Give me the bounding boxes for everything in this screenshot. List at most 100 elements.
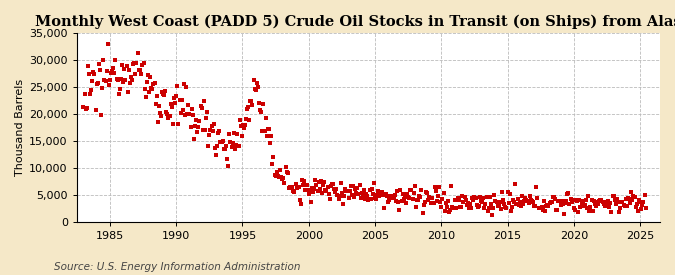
Point bbox=[402, 192, 412, 196]
Point bbox=[598, 202, 609, 207]
Point bbox=[627, 198, 638, 202]
Point bbox=[315, 187, 325, 191]
Point bbox=[528, 200, 539, 204]
Point bbox=[403, 194, 414, 199]
Point bbox=[162, 112, 173, 116]
Point bbox=[159, 92, 169, 97]
Point bbox=[204, 133, 215, 137]
Point bbox=[459, 195, 470, 199]
Point bbox=[337, 191, 348, 196]
Point bbox=[418, 202, 429, 207]
Point bbox=[259, 129, 270, 134]
Point bbox=[514, 200, 525, 204]
Point bbox=[400, 192, 410, 197]
Point bbox=[91, 81, 102, 86]
Point bbox=[358, 195, 369, 199]
Point bbox=[369, 180, 379, 185]
Point bbox=[160, 89, 171, 93]
Point bbox=[575, 205, 586, 210]
Point bbox=[405, 188, 416, 192]
Point bbox=[144, 90, 155, 94]
Point bbox=[167, 121, 178, 126]
Point bbox=[333, 197, 344, 202]
Point bbox=[349, 195, 360, 200]
Point bbox=[456, 205, 466, 210]
Point bbox=[604, 205, 615, 210]
Point bbox=[148, 82, 159, 86]
Point bbox=[149, 81, 160, 86]
Point bbox=[344, 189, 355, 194]
Point bbox=[500, 205, 511, 210]
Point bbox=[318, 183, 329, 188]
Point bbox=[481, 194, 492, 199]
Point bbox=[532, 196, 543, 200]
Point bbox=[285, 185, 296, 189]
Point bbox=[153, 120, 163, 124]
Point bbox=[376, 190, 387, 194]
Point bbox=[506, 208, 516, 213]
Point bbox=[341, 189, 352, 193]
Point bbox=[585, 205, 596, 210]
Point bbox=[549, 197, 560, 201]
Point bbox=[194, 119, 205, 123]
Point bbox=[400, 201, 411, 205]
Point bbox=[421, 190, 431, 194]
Point bbox=[501, 205, 512, 210]
Point bbox=[136, 72, 146, 76]
Point bbox=[161, 109, 171, 114]
Point bbox=[448, 205, 459, 210]
Point bbox=[601, 200, 612, 204]
Point bbox=[254, 107, 265, 112]
Point bbox=[497, 190, 508, 194]
Point bbox=[508, 198, 518, 202]
Point bbox=[634, 198, 645, 202]
Point bbox=[545, 200, 556, 204]
Point bbox=[361, 192, 372, 196]
Point bbox=[597, 200, 608, 205]
Point bbox=[593, 202, 603, 207]
Point bbox=[398, 192, 408, 197]
Point bbox=[622, 204, 632, 208]
Point bbox=[294, 184, 304, 189]
Point bbox=[137, 63, 148, 67]
Point bbox=[431, 189, 441, 194]
Point bbox=[286, 185, 296, 189]
Point bbox=[563, 191, 574, 195]
Point bbox=[499, 202, 510, 206]
Point bbox=[103, 82, 114, 87]
Point bbox=[467, 195, 478, 200]
Point bbox=[284, 186, 294, 190]
Point bbox=[629, 194, 640, 199]
Point bbox=[616, 200, 627, 205]
Point bbox=[427, 196, 438, 200]
Point bbox=[327, 182, 338, 186]
Point bbox=[211, 153, 221, 157]
Point bbox=[367, 192, 378, 196]
Point bbox=[562, 192, 572, 196]
Point bbox=[147, 87, 158, 91]
Point bbox=[370, 196, 381, 200]
Point bbox=[185, 124, 196, 129]
Point bbox=[488, 206, 499, 210]
Point bbox=[619, 204, 630, 208]
Point bbox=[424, 195, 435, 199]
Point bbox=[476, 199, 487, 203]
Point bbox=[195, 104, 206, 109]
Point bbox=[134, 68, 144, 72]
Point bbox=[568, 198, 578, 202]
Point bbox=[577, 199, 588, 203]
Point bbox=[566, 200, 577, 204]
Point bbox=[129, 61, 140, 65]
Point bbox=[468, 198, 479, 202]
Point bbox=[591, 204, 601, 208]
Point bbox=[287, 185, 298, 189]
Point bbox=[178, 108, 188, 112]
Point bbox=[578, 204, 589, 208]
Y-axis label: Thousand Barrels: Thousand Barrels bbox=[15, 79, 25, 176]
Point bbox=[493, 203, 504, 207]
Point bbox=[419, 200, 430, 204]
Point bbox=[310, 178, 321, 182]
Point bbox=[637, 203, 648, 208]
Point bbox=[157, 91, 168, 96]
Point bbox=[190, 124, 200, 128]
